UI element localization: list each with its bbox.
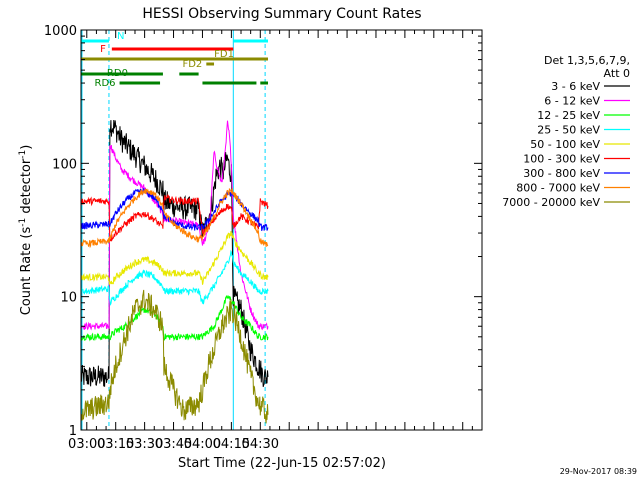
series-line-7 <box>81 187 269 249</box>
x-tick-label-4: 04:00 <box>184 437 221 452</box>
flag-label-1: F <box>100 44 106 55</box>
series-line-0 <box>81 119 269 388</box>
legend-label-5: 100 - 300 keV <box>523 153 600 166</box>
y-tick-label-2: 100 <box>52 157 77 172</box>
flag-label-4: FD2 <box>182 59 202 70</box>
flag-label-6: RD6 <box>95 78 116 89</box>
series-line-8 <box>81 289 269 424</box>
flag-label-3: FD1 <box>214 49 234 60</box>
chart-title: HESSI Observing Summary Count Rates <box>142 6 421 22</box>
x-axis-label: Start Time (22-Jun-15 02:57:02) <box>178 456 386 471</box>
flag-label-0: N <box>117 31 124 42</box>
x-tick-label-2: 03:30 <box>126 437 163 452</box>
y-tick-label-1: 10 <box>60 291 77 306</box>
plot-frame <box>80 29 483 431</box>
x-tick-label-0: 03:00 <box>68 437 105 452</box>
legend-label-1: 6 - 12 keV <box>544 95 600 108</box>
legend-label-2: 12 - 25 keV <box>537 109 600 122</box>
x-tick-label-6: 04:30 <box>242 437 279 452</box>
series-line-2 <box>81 294 269 342</box>
flag-label-5: RD0 <box>107 68 128 79</box>
x-tick-label-3: 03:45 <box>155 437 192 452</box>
x-tick-label-1: 03:15 <box>97 437 134 452</box>
series-line-3 <box>81 249 269 306</box>
y-axis-label: Count Rate (s-1 detector-1) <box>18 145 34 316</box>
legend-label-3: 25 - 50 keV <box>537 124 600 137</box>
legend-label-7: 800 - 7000 keV <box>516 182 600 195</box>
y-tick-label-0: 1 <box>69 424 77 439</box>
legend-label-4: 50 - 100 keV <box>530 138 600 151</box>
legend-label-0: 3 - 6 keV <box>551 80 600 93</box>
legend-label-8: 7000 - 20000 keV <box>502 196 600 209</box>
series-line-6 <box>81 187 269 231</box>
y-tick-label-3: 1000 <box>44 24 77 39</box>
y-axis: 1 10 100 1000 <box>44 24 482 439</box>
legend-label-6: 300 - 800 keV <box>523 167 600 180</box>
legend-title-line1: Det 1,3,5,6,7,9, <box>544 54 630 67</box>
series-layer <box>81 119 269 424</box>
legend: Det 1,3,5,6,7,9, Att 0 3 - 6 keV 6 - 12 k… <box>502 54 630 209</box>
legend-title-line2: Att 0 <box>604 67 630 80</box>
timestamp: 29-Nov-2017 08:39 <box>560 467 637 476</box>
series-line-5 <box>81 193 269 242</box>
x-tick-label-5: 04:15 <box>213 437 250 452</box>
series-line-4 <box>81 231 269 286</box>
